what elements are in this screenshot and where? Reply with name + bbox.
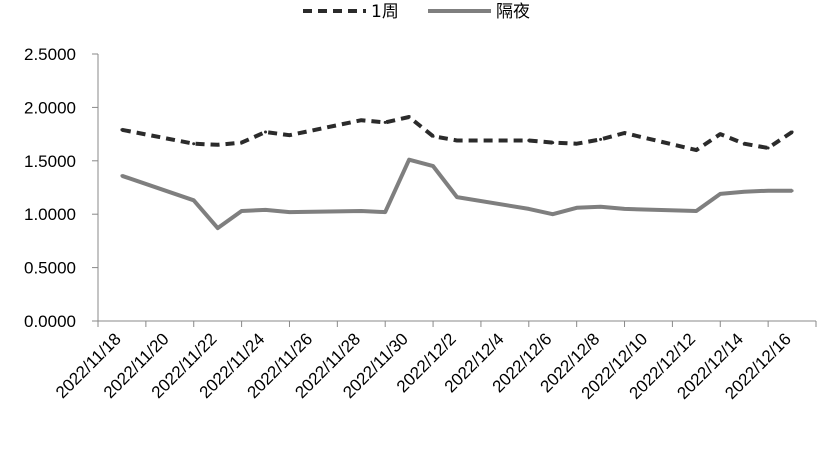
data-point-1	[383, 210, 387, 214]
data-point-1	[527, 207, 531, 211]
y-tick-label: 2.0000	[24, 98, 76, 117]
data-point-0	[288, 133, 291, 137]
data-point-0	[192, 142, 196, 146]
data-point-0	[599, 137, 603, 141]
data-point-0	[623, 131, 626, 135]
y-tick-label: 2.5000	[24, 45, 76, 64]
data-point-0	[766, 146, 770, 150]
y-axis: 0.0000 0.5000 1.0000 1.5000 2.0000 2.5000	[24, 45, 99, 331]
x-axis: 2022/11/182022/11/202022/11/222022/11/24…	[52, 320, 817, 403]
series-line-1	[121, 157, 793, 231]
data-point-0	[240, 141, 244, 145]
legend-label-0: 1周	[371, 2, 399, 22]
data-point-1	[264, 208, 267, 212]
data-point-1	[359, 209, 363, 213]
data-point-0	[694, 148, 698, 152]
data-point-1	[742, 190, 746, 194]
data-point-1	[240, 209, 244, 213]
data-point-1	[288, 210, 291, 214]
data-point-1	[766, 189, 770, 193]
data-point-0	[575, 142, 579, 146]
y-tick-label: 1.0000	[24, 205, 76, 224]
data-point-0	[742, 142, 746, 146]
data-point-1	[407, 158, 411, 162]
data-point-1	[120, 174, 124, 178]
data-point-1	[790, 189, 794, 193]
data-point-0	[455, 139, 459, 142]
data-point-0	[264, 130, 267, 134]
data-point-1	[718, 192, 722, 196]
legend-label-1: 隔夜	[496, 2, 530, 22]
data-point-0	[790, 130, 794, 134]
data-point-1	[551, 212, 555, 216]
data-point-1	[192, 198, 196, 202]
data-point-0	[216, 143, 220, 147]
data-point-0	[383, 120, 387, 124]
data-point-1	[431, 164, 435, 168]
data-point-1	[575, 206, 579, 210]
data-point-0	[407, 115, 411, 119]
data-point-0	[120, 128, 124, 132]
data-point-1	[694, 209, 698, 213]
data-point-1	[599, 205, 603, 209]
data-point-1	[455, 195, 459, 199]
y-tick-label: 0.0000	[24, 312, 76, 331]
series-line-0	[121, 115, 794, 153]
data-point-0	[718, 132, 722, 136]
data-point-0	[359, 118, 363, 122]
plot-area	[120, 115, 794, 231]
y-tick-label: 1.5000	[24, 152, 76, 171]
legend: 1周 隔夜	[303, 2, 530, 22]
data-point-1	[623, 207, 626, 211]
data-point-0	[551, 141, 555, 145]
data-point-0	[431, 134, 435, 138]
data-point-1	[216, 226, 220, 230]
data-point-0	[527, 139, 531, 142]
y-tick-label: 0.5000	[24, 259, 76, 278]
